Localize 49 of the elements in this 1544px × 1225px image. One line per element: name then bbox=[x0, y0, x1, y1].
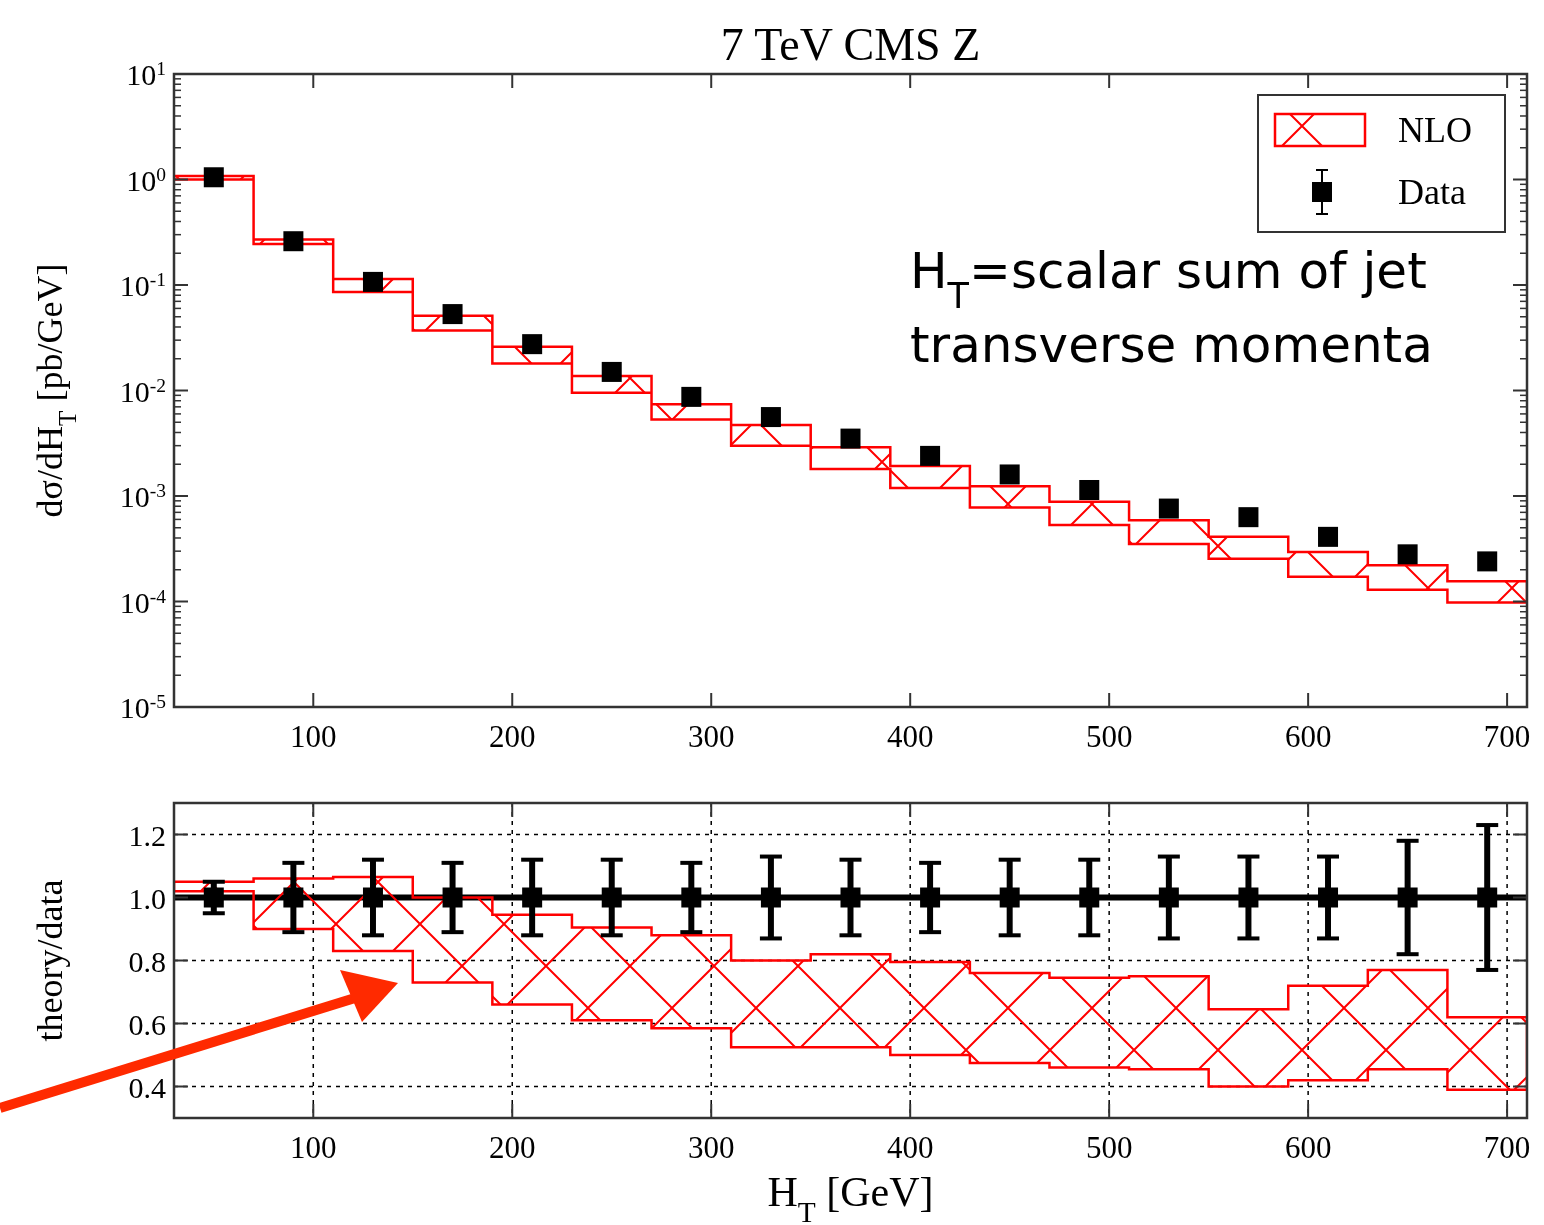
x-tick-label: 200 bbox=[489, 1130, 536, 1165]
x-tick-label: 300 bbox=[687, 719, 735, 754]
annotation: H$_{T}$=scalar sum of jet transverse momenta bbox=[910, 242, 1433, 374]
x-tick-label: 400 bbox=[886, 719, 934, 754]
point bbox=[362, 271, 383, 292]
point bbox=[840, 428, 861, 449]
y-tick-label: 10$^{0}$ bbox=[126, 163, 166, 197]
point bbox=[1397, 544, 1418, 565]
x-tick-label: 500 bbox=[1085, 1130, 1133, 1165]
point bbox=[1079, 480, 1100, 500]
y-tick-label: 1.2 bbox=[128, 818, 166, 852]
x-tick-label: 700 bbox=[1483, 1130, 1531, 1165]
y-tick-label: 10$^{-1}$ bbox=[119, 268, 166, 302]
y-tick-label: 1.0 bbox=[128, 881, 166, 915]
x-axis-title: H$_{T}$ [GeV] bbox=[767, 1169, 934, 1225]
x-tick-label: 400 bbox=[886, 1130, 934, 1165]
y-tick-label: 0.4 bbox=[128, 1070, 166, 1104]
point bbox=[283, 231, 304, 252]
point bbox=[522, 334, 543, 355]
x-tick-label: 100 bbox=[290, 1130, 337, 1165]
y-axis-title: theory/data bbox=[30, 879, 70, 1042]
legend-label: Data bbox=[1398, 172, 1466, 212]
legend-label: NLO bbox=[1398, 110, 1472, 150]
point bbox=[1238, 507, 1259, 528]
point bbox=[681, 386, 702, 407]
point bbox=[203, 167, 224, 188]
x-tick-label: 600 bbox=[1284, 1130, 1332, 1165]
x-tick-label: 600 bbox=[1284, 719, 1332, 754]
point bbox=[1318, 526, 1339, 547]
y-tick-label: 10$^{-5}$ bbox=[119, 690, 166, 724]
point bbox=[999, 464, 1020, 485]
x-tick-label: 300 bbox=[687, 1130, 735, 1165]
chart-title: 7 TeV CMS Z bbox=[720, 19, 981, 70]
point bbox=[442, 304, 463, 325]
y-tick-label: 0.8 bbox=[128, 944, 166, 978]
y-tick-label: 0.6 bbox=[128, 1007, 166, 1041]
y-tick-label: 10$^{-4}$ bbox=[119, 585, 167, 619]
x-tick-label: 500 bbox=[1085, 719, 1133, 754]
x-tick-label: 700 bbox=[1483, 719, 1531, 754]
x-tick-label: 100 bbox=[290, 719, 337, 754]
point bbox=[601, 361, 622, 382]
y-tick-label: 10$^{1}$ bbox=[126, 57, 166, 91]
y-tick-label: 10$^{-3}$ bbox=[119, 479, 166, 513]
y-tick-label: 10$^{-2}$ bbox=[119, 374, 166, 408]
point bbox=[920, 445, 941, 466]
x-tick-label: 200 bbox=[489, 719, 536, 754]
point bbox=[760, 407, 781, 428]
point bbox=[1477, 551, 1498, 572]
point bbox=[1158, 498, 1179, 519]
